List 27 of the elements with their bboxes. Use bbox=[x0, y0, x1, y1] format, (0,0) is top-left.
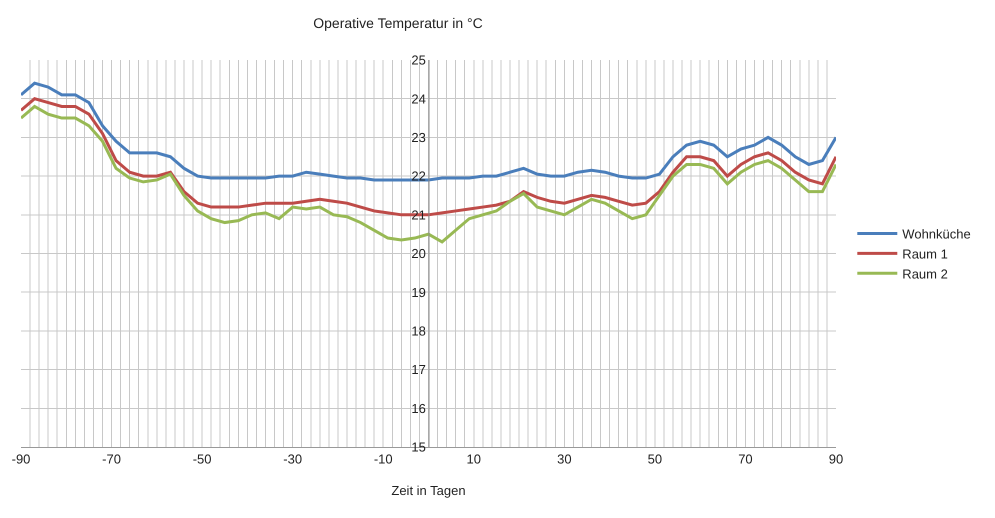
line-series bbox=[21, 82, 836, 182]
y-tick-label: 20 bbox=[411, 246, 426, 262]
x-tick-label: 50 bbox=[648, 452, 662, 467]
y-tick-label: 15 bbox=[411, 440, 426, 455]
y-tick-label: 24 bbox=[411, 91, 426, 106]
x-tick-label: -50 bbox=[192, 452, 212, 467]
x-tick-label: 30 bbox=[557, 452, 572, 467]
legend-label: Wohnküche bbox=[902, 226, 971, 242]
x-tick-label: 90 bbox=[828, 452, 844, 467]
y-tick-label: 18 bbox=[411, 323, 426, 338]
y-tick-label: 19 bbox=[411, 284, 426, 300]
x-tick-label: -30 bbox=[283, 452, 302, 467]
chart-title: Operative Temperatur in °C bbox=[313, 14, 483, 31]
x-tick-label: 10 bbox=[466, 452, 482, 467]
x-tick-label: -70 bbox=[102, 452, 121, 467]
y-tick-label: 23 bbox=[411, 130, 426, 145]
legend-label: Raum 2 bbox=[902, 266, 948, 282]
x-axis-title: Zeit in Tagen bbox=[391, 483, 466, 498]
line-series bbox=[21, 104, 836, 244]
x-tick-label: -10 bbox=[374, 452, 393, 467]
y-tick-label: 16 bbox=[411, 400, 426, 416]
y-tick-label: 21 bbox=[411, 207, 426, 222]
x-tick-label: -90 bbox=[12, 452, 30, 467]
y-tick-label: 25 bbox=[411, 52, 426, 68]
y-tick-label: 17 bbox=[411, 362, 426, 378]
legend-label: Raum 1 bbox=[902, 246, 948, 262]
x-tick-label: 70 bbox=[738, 452, 753, 467]
